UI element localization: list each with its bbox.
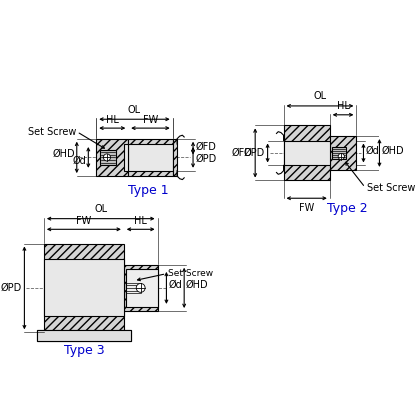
Text: OL: OL <box>313 92 327 102</box>
Bar <box>330 136 357 170</box>
Text: Type 3: Type 3 <box>64 344 104 357</box>
Bar <box>126 281 141 295</box>
Text: Set Screw: Set Screw <box>168 269 213 278</box>
Circle shape <box>136 283 145 292</box>
Bar <box>128 144 173 171</box>
Text: ØHD: ØHD <box>186 280 208 290</box>
Bar <box>128 139 173 176</box>
Text: OL: OL <box>128 105 141 115</box>
Bar <box>124 265 158 311</box>
Text: FW: FW <box>143 114 158 124</box>
Bar <box>284 126 330 181</box>
Circle shape <box>338 154 344 160</box>
Bar <box>37 330 131 341</box>
Bar <box>37 330 131 341</box>
Bar <box>44 243 124 332</box>
Text: Ød: Ød <box>365 145 379 155</box>
Circle shape <box>104 154 111 161</box>
Text: ØPD: ØPD <box>244 148 265 158</box>
Text: ØHD: ØHD <box>52 149 75 159</box>
Text: Ød: Ød <box>168 280 182 290</box>
Bar <box>100 150 116 164</box>
Bar <box>44 260 124 316</box>
Text: Set Screw: Set Screw <box>367 183 416 193</box>
Bar <box>96 139 128 176</box>
Text: ØFD: ØFD <box>196 141 217 151</box>
Text: Ød: Ød <box>73 156 87 166</box>
Bar <box>124 144 128 171</box>
Text: OL: OL <box>94 204 107 214</box>
Text: HL: HL <box>337 101 349 111</box>
Text: ØPD: ØPD <box>0 283 22 293</box>
Text: HL: HL <box>106 114 119 124</box>
Text: FW: FW <box>299 203 314 213</box>
Text: Set Screw: Set Screw <box>28 126 77 137</box>
Text: FW: FW <box>76 216 92 226</box>
Bar <box>332 147 346 159</box>
Bar <box>126 269 158 307</box>
Text: ØHD: ØHD <box>381 145 404 155</box>
Text: ØFD: ØFD <box>232 148 253 158</box>
Text: Type 1: Type 1 <box>128 184 168 197</box>
Text: Type 2: Type 2 <box>327 203 368 215</box>
Text: ØPD: ØPD <box>196 154 217 164</box>
Text: HL: HL <box>134 216 147 226</box>
Bar <box>284 141 330 166</box>
Bar <box>173 139 177 176</box>
